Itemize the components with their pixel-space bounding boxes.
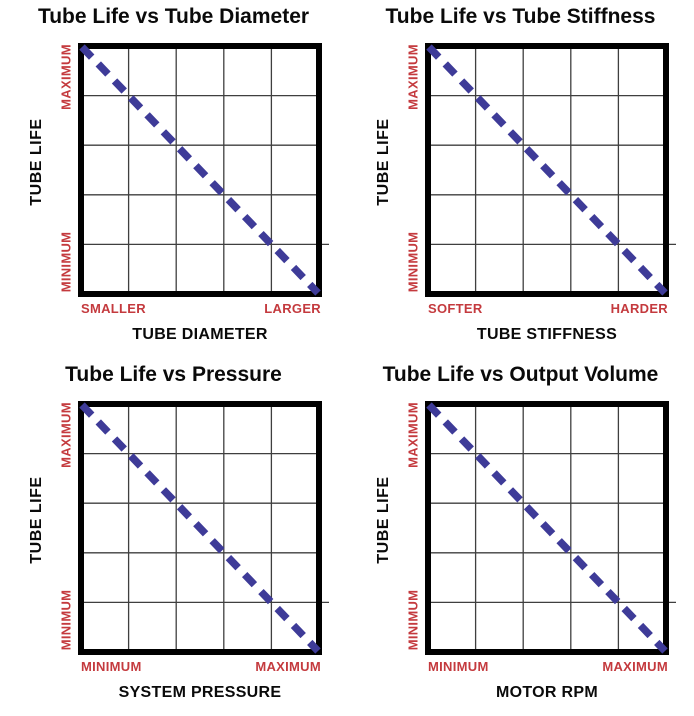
y-min-label: MINIMUM (58, 231, 74, 293)
chart-system-pressure: Tube Life vs Pressure TUBE LIFE MAXIMUM … (0, 358, 347, 716)
trend-line (426, 44, 668, 296)
x-axis-title: MOTOR RPM (496, 684, 598, 701)
plot-area (78, 401, 329, 655)
y-min-label: MINIMUM (405, 589, 421, 651)
x-left-label: SMALLER (81, 301, 146, 316)
chart-output-volume: Tube Life vs Output Volume TUBE LIFE MAX… (347, 358, 694, 716)
y-axis-title: TUBE LIFE (375, 476, 392, 564)
plot-area (425, 401, 676, 655)
y-max-label: MAXIMUM (58, 44, 74, 110)
plot-border (425, 43, 669, 297)
y-max-label: MAXIMUM (405, 402, 421, 468)
trend-line (79, 44, 321, 296)
plot-area (425, 43, 676, 297)
chart-title: Tube Life vs Tube Stiffness (385, 5, 656, 28)
chart-tube-diameter: Tube Life vs Tube Diameter TUBE LIFE MAX… (0, 0, 347, 358)
trend-line (426, 402, 668, 654)
grid-lines (81, 404, 329, 652)
x-right-label: MAXIMUM (255, 659, 321, 674)
y-axis-title: TUBE LIFE (375, 118, 392, 206)
x-left-label: MINIMUM (428, 659, 489, 674)
y-axis-title: TUBE LIFE (28, 118, 45, 206)
chart-title: Tube Life vs Pressure (65, 363, 282, 386)
x-axis-title: TUBE STIFFNESS (476, 326, 618, 343)
chart-title: Tube Life vs Output Volume (382, 363, 659, 386)
grid-lines (428, 46, 676, 294)
grid-lines (81, 46, 329, 294)
x-axis-title: TUBE DIAMETER (132, 326, 268, 343)
x-left-label: SOFTER (428, 301, 483, 316)
y-axis-title: TUBE LIFE (28, 476, 45, 564)
plot-border (425, 401, 669, 655)
plot-area (78, 43, 329, 297)
x-right-label: HARDER (610, 301, 668, 316)
plot-border (78, 401, 322, 655)
x-right-label: LARGER (264, 301, 321, 316)
y-min-label: MINIMUM (405, 231, 421, 293)
y-max-label: MAXIMUM (58, 402, 74, 468)
grid-lines (428, 404, 676, 652)
x-left-label: MINIMUM (81, 659, 142, 674)
trend-line (79, 402, 321, 654)
y-max-label: MAXIMUM (405, 44, 421, 110)
x-right-label: MAXIMUM (602, 659, 668, 674)
x-axis-title: SYSTEM PRESSURE (118, 684, 282, 701)
y-min-label: MINIMUM (58, 589, 74, 651)
plot-border (78, 43, 322, 297)
chart-tube-stiffness: Tube Life vs Tube Stiffness TUBE LIFE MA… (347, 0, 694, 358)
chart-title: Tube Life vs Tube Diameter (37, 5, 310, 28)
